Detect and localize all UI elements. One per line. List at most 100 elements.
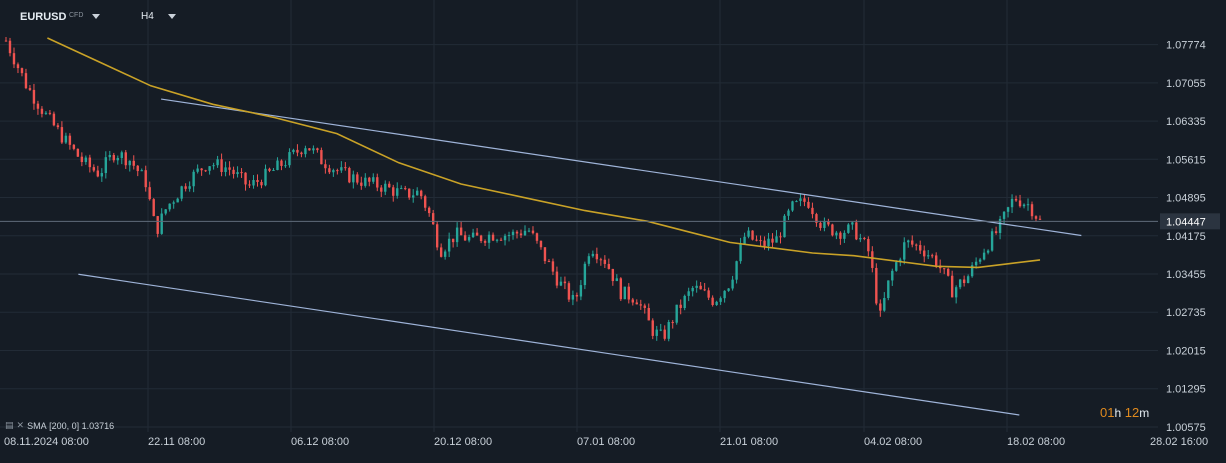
candle-body — [954, 287, 958, 298]
candle-body — [332, 170, 335, 173]
candle-body — [935, 255, 938, 266]
candle — [699, 282, 702, 290]
overlays: 1.04447 — [0, 37, 1220, 416]
timeframe-label[interactable]: H4 — [141, 11, 154, 22]
candle — [603, 255, 607, 269]
candle — [695, 280, 698, 293]
candle-body — [731, 279, 734, 289]
candle — [891, 268, 894, 286]
candle-body — [384, 183, 387, 192]
candles — [4, 37, 1042, 342]
timeframe-dropdown-icon[interactable] — [168, 14, 176, 19]
candle-body — [815, 214, 818, 223]
candle-body — [196, 168, 199, 172]
candle — [867, 236, 870, 257]
candle — [423, 194, 427, 212]
candle — [803, 194, 806, 207]
candle-body — [8, 40, 12, 54]
candle-body — [455, 227, 459, 243]
candle — [931, 253, 934, 259]
candle-body — [212, 165, 215, 167]
candle — [759, 235, 762, 247]
candle — [416, 187, 419, 196]
candle — [352, 170, 355, 189]
candle-body — [911, 240, 914, 245]
candle-body — [623, 286, 627, 300]
symbol-dropdown-icon[interactable] — [92, 14, 100, 19]
timer-minutes: 12 — [1124, 405, 1140, 420]
candle-body — [64, 135, 68, 143]
candle-body — [32, 89, 36, 104]
candle-body — [431, 213, 435, 225]
candle-body — [192, 171, 195, 187]
candle-body — [80, 156, 84, 163]
candle — [743, 232, 746, 245]
candle-body — [523, 230, 527, 236]
candle — [388, 181, 391, 188]
timer-minutes-unit: m — [1139, 406, 1150, 420]
candle — [16, 62, 20, 74]
candle — [443, 249, 447, 260]
candle-body — [344, 167, 347, 169]
candle — [24, 68, 28, 90]
candle — [998, 215, 1002, 240]
candle-body — [188, 186, 191, 189]
candle-body — [887, 280, 890, 299]
candle-body — [352, 174, 355, 183]
candle-body — [571, 294, 575, 300]
candle — [499, 237, 503, 241]
candle-body — [72, 144, 76, 149]
candle — [982, 248, 986, 261]
candle — [100, 168, 104, 182]
candle — [691, 286, 694, 297]
candle — [815, 212, 818, 227]
candle — [328, 164, 331, 175]
candle — [895, 260, 898, 272]
candle-body — [946, 268, 950, 276]
candle — [819, 220, 822, 231]
candle-body — [879, 303, 882, 311]
close-icon[interactable]: ✕ — [16, 420, 25, 430]
candle-body — [843, 232, 846, 239]
candle — [863, 236, 866, 241]
channel-upper-line — [161, 98, 1082, 237]
y-tick-label: 1.01295 — [1166, 384, 1206, 396]
candle — [919, 240, 922, 254]
candle — [96, 165, 100, 178]
candle — [72, 143, 76, 151]
candle-body — [360, 182, 363, 186]
candle-body — [511, 231, 515, 236]
candle — [871, 246, 874, 273]
candle-body — [48, 112, 52, 114]
candle — [483, 239, 487, 246]
candle-body — [559, 281, 563, 286]
candle-body — [655, 329, 658, 336]
candle-body — [376, 177, 379, 188]
indicator-settings-icon[interactable]: ▤ — [5, 420, 14, 430]
candle — [196, 164, 199, 174]
candle-body — [743, 236, 746, 244]
candle-body — [579, 285, 583, 297]
symbol-label: EURUSD — [20, 11, 67, 23]
candle-body — [803, 198, 806, 202]
candle-body — [184, 186, 187, 189]
candle — [887, 280, 890, 301]
candle-body — [479, 235, 483, 242]
candle — [455, 222, 459, 247]
candle — [567, 281, 571, 303]
candle-body — [100, 173, 104, 177]
candle-body — [208, 166, 211, 171]
candle — [108, 150, 111, 161]
candle — [128, 160, 131, 172]
candle-body — [499, 239, 503, 241]
candle-body — [44, 112, 48, 114]
candle — [308, 148, 311, 151]
candle — [216, 155, 219, 168]
candle-body — [883, 298, 886, 311]
candle — [835, 230, 838, 240]
candle-body — [639, 304, 642, 306]
candle — [875, 263, 878, 306]
candle — [88, 154, 92, 173]
